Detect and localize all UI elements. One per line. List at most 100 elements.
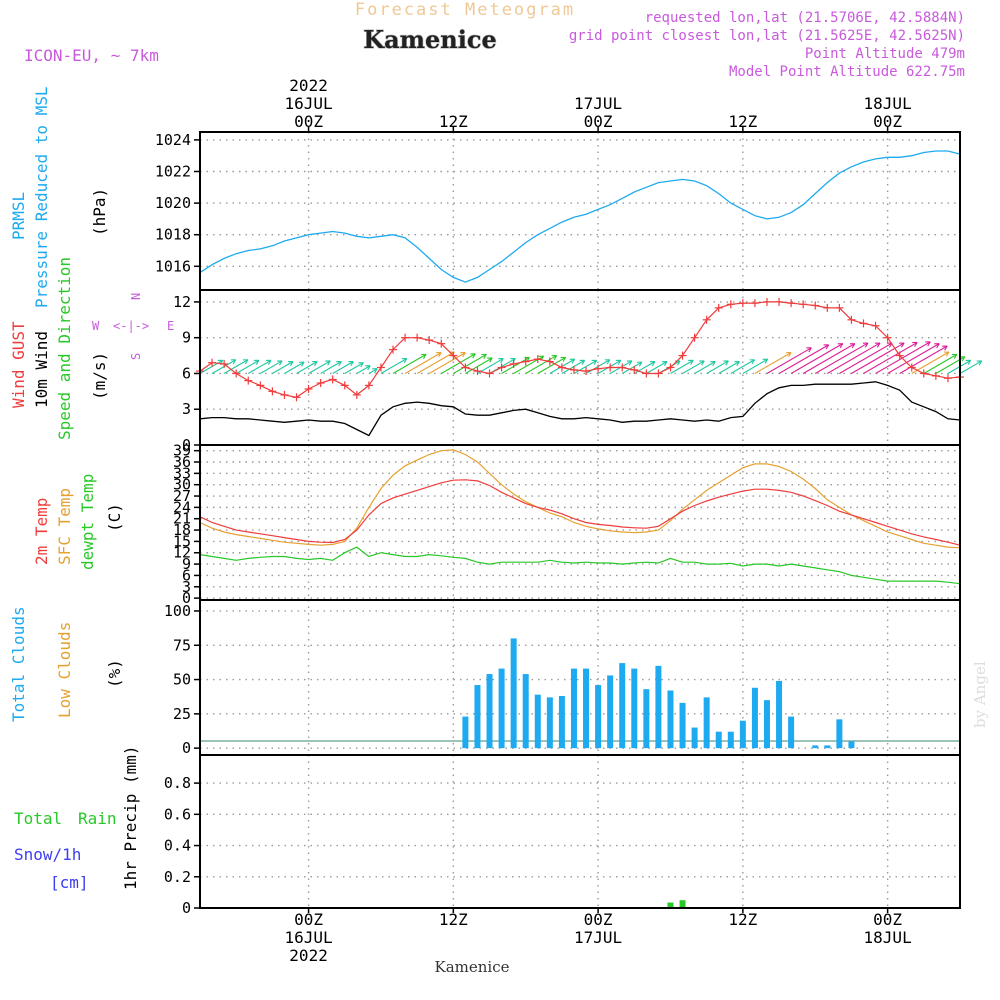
wind-direction-arrow — [899, 345, 948, 374]
wind-arrow-head — [571, 358, 576, 364]
wind-direction-arrow — [308, 360, 331, 374]
cloud-bar — [558, 696, 565, 749]
y-tick-label: 36 — [173, 453, 191, 471]
wind-arrow-head — [927, 341, 931, 347]
wind-arrow-head — [701, 360, 705, 366]
time-axis-label: 18JUL — [864, 928, 912, 947]
wind-rose: W E <-|-> N S — [92, 293, 174, 360]
pressure-unit: (hPa) — [90, 188, 109, 236]
pressure-line — [199, 150, 961, 283]
cloud-bar — [691, 727, 698, 749]
wind-arrow-head — [300, 361, 305, 367]
y-tick-label: 12 — [173, 544, 191, 562]
y-tick-label: 12 — [173, 293, 191, 311]
wind-direction-arrow — [814, 342, 869, 374]
wind-direction-arrow — [790, 343, 844, 374]
wind-arrow-head — [736, 361, 740, 367]
cloud-bar — [715, 731, 722, 749]
cloud-bar — [848, 741, 855, 749]
cloud-bar — [812, 745, 819, 749]
pressure-label-msl: Pressure Reduced to MSL — [32, 86, 51, 308]
precip-label-snow: Snow/1h — [14, 845, 81, 864]
clouds-label-low: Low Clouds — [55, 622, 74, 718]
temp-2m-line — [199, 479, 961, 546]
wind-direction-arrow — [392, 353, 427, 374]
wind-direction-arrow — [634, 361, 656, 374]
rain-bar — [667, 902, 674, 908]
wind-direction-arrow — [320, 361, 342, 374]
wind-direction-arrow — [247, 359, 272, 374]
wind-arrow-head — [876, 342, 881, 348]
pressure-y-ticks: 1016 1018 1020 1022 1024 — [155, 131, 200, 275]
cloud-bar — [607, 675, 614, 749]
wind-direction-arrow — [742, 358, 768, 374]
cloud-bar — [522, 674, 529, 749]
wind-direction-arrow — [296, 361, 318, 374]
y-tick-label: 1020 — [155, 194, 191, 212]
cloud-bar — [498, 668, 505, 749]
y-tick-label: 0 — [182, 739, 191, 757]
model-altitude: Model Point Altitude 622.75m — [729, 64, 965, 80]
wind-arrow-head — [663, 361, 668, 367]
pressure-grid — [200, 132, 960, 290]
temp-label-sfc: SFC Temp — [55, 488, 74, 565]
time-axis-label: 00Z — [873, 910, 902, 929]
wind-gust-markers — [196, 297, 964, 402]
temp-label-dewpt: dewpt Temp — [78, 474, 97, 570]
wind-arrow-head — [438, 352, 442, 358]
grid-point-coords: grid point closest lon,lat (21.5625E, 42… — [569, 28, 965, 44]
wind-arrow-head — [472, 353, 476, 359]
y-tick-label: 1016 — [155, 257, 191, 275]
wind-direction-arrow — [561, 359, 585, 374]
wind-direction-arrow — [404, 352, 442, 374]
wind-arrow-head — [978, 360, 983, 366]
y-tick-label: 100 — [164, 602, 191, 620]
wind-speed-line — [199, 381, 961, 437]
wind-arrow-head — [839, 343, 844, 349]
wind-rose-e: E — [167, 319, 174, 333]
y-tick-label: 39 — [173, 442, 191, 460]
wind-arrow-head — [751, 359, 756, 365]
time-axis-label: 00Z — [873, 112, 902, 131]
wind-arrow-head — [367, 365, 371, 371]
y-tick-label: 0.8 — [164, 774, 191, 792]
wind-direction-arrow — [235, 359, 260, 374]
wind-arrow-head — [944, 345, 948, 351]
pressure-panel: 1016 1018 1020 1022 1024 PRMSL Pressure Redu… — [9, 86, 961, 308]
precip-panel: 0 0.2 0.4 0.6 0.8 Total Rain Snow/1h [cm] 1h… — [14, 746, 961, 917]
time-axis-label: 00Z — [294, 910, 323, 929]
wind-direction-arrow — [875, 341, 931, 374]
wind-arrow-head — [360, 362, 364, 368]
time-axis-label: 12Z — [728, 112, 757, 131]
wind-arrow-head — [808, 347, 812, 353]
cloud-bar — [643, 689, 650, 749]
wind-arrow-head — [267, 360, 272, 365]
time-axis-label: 2022 — [289, 946, 328, 965]
cloud-bar — [546, 697, 553, 749]
location-title: Kamenice — [363, 25, 497, 54]
wind-rose-arrows: <-|-> — [113, 319, 149, 333]
wind-arrow-head — [628, 360, 633, 366]
cloud-bar — [727, 731, 734, 749]
y-tick-label: 9 — [182, 555, 191, 573]
wind-direction-arrow — [416, 351, 455, 374]
wind-rose-s: S — [129, 353, 143, 360]
cloud-bar — [667, 690, 674, 749]
wind-y-ticks: 0 3 6 9 12 — [173, 293, 200, 454]
y-tick-label: 15 — [173, 532, 191, 550]
wind-direction-arrow — [344, 362, 364, 374]
wind-direction-arrow — [332, 361, 354, 374]
precip-axis-label: 1hr Precip (mm) — [121, 746, 140, 891]
wind-direction-arrow — [465, 357, 493, 374]
precip-y-ticks: 0 0.2 0.4 0.6 0.8 — [164, 774, 200, 917]
wind-arrow-head — [764, 358, 769, 364]
wind-direction-arrow — [284, 361, 305, 374]
cloud-bar — [751, 687, 758, 749]
wind-direction-arrow — [440, 353, 476, 374]
footer-location: Kamenice — [435, 958, 510, 976]
clouds-grid — [200, 600, 960, 755]
cloud-bar — [583, 668, 590, 749]
wind-arrow-head — [289, 361, 294, 367]
